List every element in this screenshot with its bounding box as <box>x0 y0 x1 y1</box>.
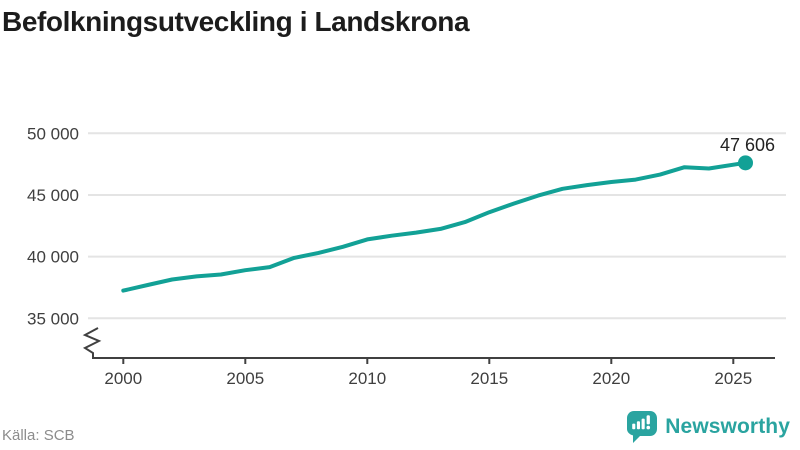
x-tick-label: 2000 <box>104 369 142 388</box>
end-point-marker <box>738 155 753 171</box>
axis-break-icon <box>82 327 102 357</box>
newsworthy-wordmark: Newsworthy <box>665 415 790 438</box>
x-tick-label: 2010 <box>348 369 386 388</box>
y-tick-label: 40 000 <box>27 248 79 267</box>
y-tick-label: 35 000 <box>27 309 79 328</box>
newsworthy-logo-icon <box>627 411 658 443</box>
y-tick-label: 50 000 <box>27 124 79 143</box>
x-tick-label: 2025 <box>714 369 752 388</box>
x-tick-label: 2020 <box>592 369 630 388</box>
source-note: Källa: SCB <box>2 427 75 444</box>
chart-title: Befolkningsutveckling i Landskrona <box>2 6 470 37</box>
x-tick-label: 2005 <box>226 369 264 388</box>
population-line <box>121 160 748 293</box>
y-tick-label: 45 000 <box>27 186 79 205</box>
newsworthy-brand: Newsworthy <box>627 411 790 443</box>
end-value-label: 47 606 <box>720 135 775 155</box>
x-tick-label: 2015 <box>470 369 508 388</box>
